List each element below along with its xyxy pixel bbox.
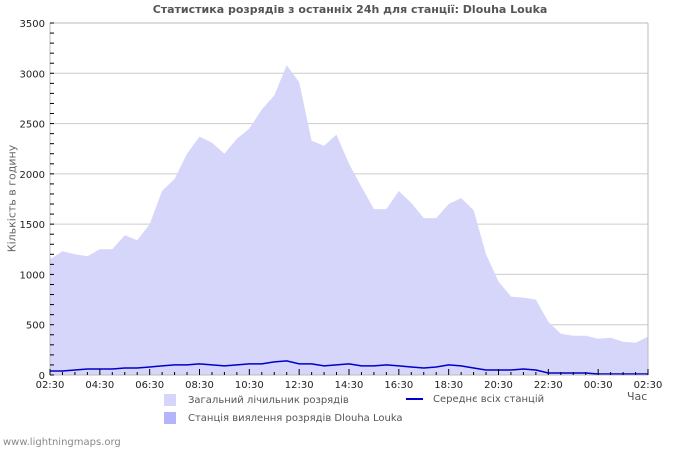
svg-text:00:30: 00:30: [584, 380, 613, 391]
svg-text:2000: 2000: [20, 170, 45, 181]
svg-text:02:30: 02:30: [634, 380, 663, 391]
svg-text:16:30: 16:30: [384, 380, 413, 391]
total-count-area: [50, 65, 648, 375]
svg-text:18:30: 18:30: [434, 380, 463, 391]
chart-title: Статистика розрядів з останніх 24h для с…: [152, 3, 548, 16]
svg-text:1500: 1500: [20, 220, 45, 231]
legend-item-station: Станція виялення розрядів Dlouha Louka: [164, 412, 403, 424]
legend-label-total: Загальний лічильник розрядів: [188, 395, 349, 406]
svg-text:20:30: 20:30: [484, 380, 513, 391]
x-axis-label: Час: [627, 390, 648, 403]
svg-text:14:30: 14:30: [335, 380, 364, 391]
svg-text:12:30: 12:30: [285, 380, 314, 391]
svg-text:06:30: 06:30: [135, 380, 164, 391]
legend-line-average: [406, 398, 423, 400]
svg-text:04:30: 04:30: [85, 380, 114, 391]
legend-item-total: Загальний лічильник розрядів: [164, 394, 349, 406]
svg-text:02:30: 02:30: [36, 380, 65, 391]
svg-text:1000: 1000: [20, 270, 45, 281]
svg-text:3000: 3000: [20, 69, 45, 80]
svg-text:500: 500: [26, 321, 45, 332]
y-axis-ticks: 0 500 1000 1500 2000 2500 3000 3500: [20, 19, 54, 382]
footer-source-link[interactable]: www.lightningmaps.org: [3, 437, 121, 448]
svg-text:08:30: 08:30: [185, 380, 214, 391]
svg-text:22:30: 22:30: [534, 380, 563, 391]
svg-text:2500: 2500: [20, 120, 45, 131]
svg-text:10:30: 10:30: [235, 380, 264, 391]
legend-label-average: Середнє всіх станцій: [433, 394, 545, 405]
legend-label-station: Станція виялення розрядів Dlouha Louka: [188, 413, 403, 424]
legend-item-average: Середнє всіх станцій: [406, 394, 544, 405]
x-axis-ticks: 02:30 04:30 06:30 08:30 10:30 12:30 14:30 16:30…: [36, 369, 663, 391]
svg-text:0: 0: [39, 371, 45, 382]
legend-swatch-station: [164, 412, 176, 424]
svg-text:3500: 3500: [20, 19, 45, 30]
legend-swatch-total: [164, 394, 176, 406]
